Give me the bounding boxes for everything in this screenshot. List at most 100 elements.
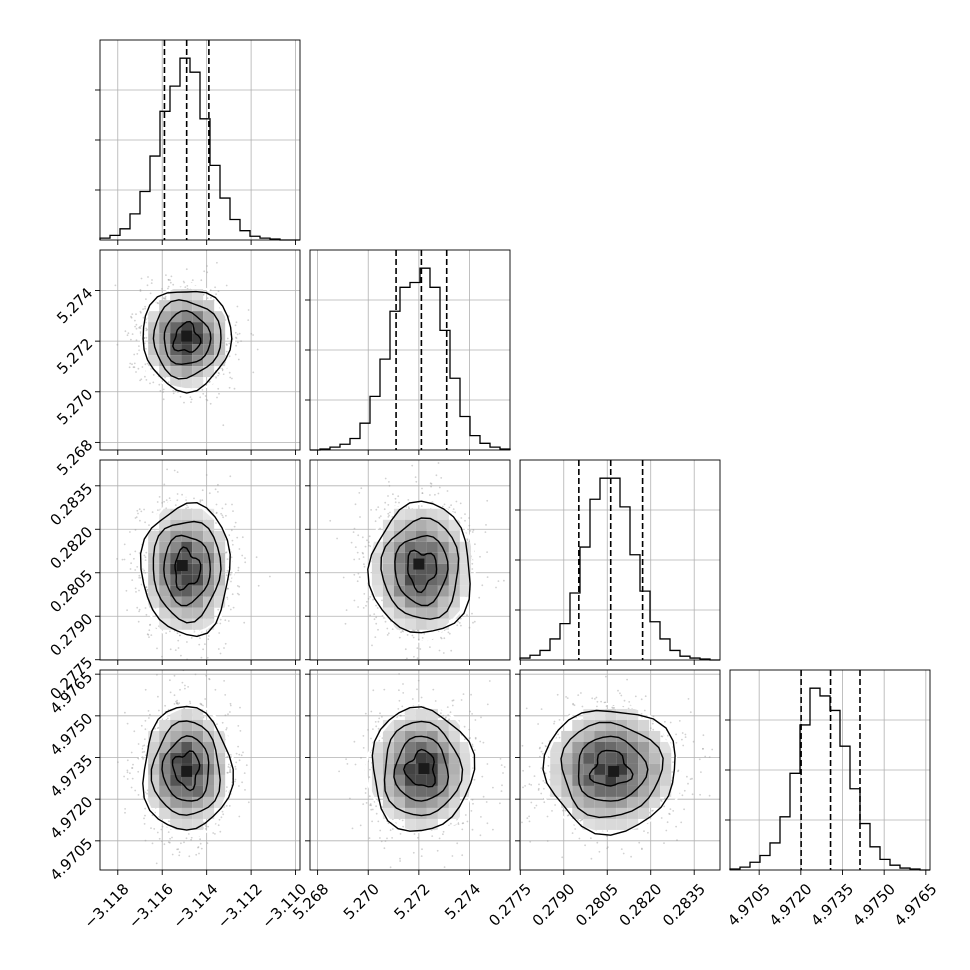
density-cell xyxy=(572,796,584,808)
density-cell xyxy=(605,818,617,830)
sample-point xyxy=(141,366,144,368)
density-cell xyxy=(203,519,215,531)
sample-point xyxy=(378,516,381,519)
peak-cell xyxy=(181,330,193,342)
sample-point xyxy=(384,501,387,504)
sample-point xyxy=(222,516,225,519)
sample-point xyxy=(450,649,453,652)
contour-line xyxy=(394,534,449,607)
histogram-step xyxy=(729,687,930,871)
density-cell xyxy=(159,785,171,797)
sample-point xyxy=(140,378,143,381)
sample-point xyxy=(357,606,359,608)
sample-point xyxy=(190,836,193,839)
density-cell xyxy=(192,563,204,575)
sample-point xyxy=(436,849,439,852)
density-cell xyxy=(181,774,193,786)
sample-point xyxy=(584,844,586,847)
sample-point xyxy=(486,703,489,706)
sample-point xyxy=(198,852,200,855)
density-cell xyxy=(561,730,573,742)
contour-line xyxy=(161,735,210,802)
sample-point xyxy=(353,573,356,576)
sample-point xyxy=(387,632,390,635)
sample-point xyxy=(142,316,145,319)
sample-point xyxy=(229,704,232,707)
density-cell xyxy=(572,785,584,797)
sample-point xyxy=(178,851,181,854)
sample-point xyxy=(143,508,146,511)
sample-point xyxy=(247,801,250,804)
density-cell xyxy=(426,719,438,731)
sample-point xyxy=(174,504,177,506)
density-cell xyxy=(415,508,427,520)
sample-point xyxy=(387,822,390,825)
density-cell xyxy=(605,785,617,797)
sample-point xyxy=(641,848,643,850)
density-cell xyxy=(192,322,204,334)
sample-point xyxy=(363,565,366,568)
density-cell xyxy=(404,618,416,630)
sample-point xyxy=(353,527,356,530)
sample-point xyxy=(460,517,463,519)
sample-point xyxy=(140,277,143,280)
sample-point xyxy=(237,745,240,748)
density-cell xyxy=(415,818,427,830)
sample-point xyxy=(142,757,145,760)
sample-point xyxy=(167,278,170,281)
sample-point xyxy=(180,654,182,657)
sample-point xyxy=(199,500,202,503)
sample-point xyxy=(250,332,253,335)
sample-point xyxy=(543,801,546,804)
sample-point xyxy=(522,786,524,789)
sample-point xyxy=(634,695,637,698)
sample-point xyxy=(220,512,223,515)
sample-point xyxy=(182,280,185,283)
sample-point xyxy=(464,814,467,816)
sample-point xyxy=(176,848,179,851)
sample-point xyxy=(329,519,332,522)
density-cell xyxy=(605,774,617,786)
sample-point xyxy=(376,607,379,609)
sample-point xyxy=(479,555,481,558)
density-cell xyxy=(437,730,449,742)
density-cell xyxy=(203,774,215,786)
density-cell xyxy=(203,541,215,553)
density-cell xyxy=(660,752,672,764)
sample-point xyxy=(138,345,140,347)
sample-point xyxy=(228,771,231,773)
density-cell xyxy=(561,796,573,808)
density-cell xyxy=(404,785,416,797)
sample-point xyxy=(207,638,210,641)
sample-point xyxy=(200,703,203,706)
sample-point xyxy=(461,854,464,857)
density-cell xyxy=(203,796,215,808)
density-cell xyxy=(660,763,672,775)
density-cell xyxy=(426,818,438,830)
density-cell xyxy=(148,763,160,775)
sample-point xyxy=(386,634,389,636)
density-cell xyxy=(415,574,427,586)
sample-point xyxy=(162,398,165,401)
sample-point xyxy=(140,325,143,327)
sample-point xyxy=(175,700,177,703)
sample-point xyxy=(148,629,151,632)
sample-point xyxy=(215,503,218,506)
density-cell xyxy=(159,366,171,378)
sample-point xyxy=(440,636,442,639)
sample-point xyxy=(378,739,381,742)
density-cell xyxy=(605,807,617,819)
density-cell xyxy=(170,311,182,323)
density-cell xyxy=(170,377,182,389)
sample-point xyxy=(134,517,137,519)
sample-point xyxy=(579,820,582,822)
sample-point xyxy=(374,636,377,638)
sample-point xyxy=(567,814,570,816)
sample-point xyxy=(184,687,186,690)
sample-point xyxy=(377,727,380,730)
sample-point xyxy=(481,775,484,778)
sample-point xyxy=(144,375,146,378)
x-tick-label: 4.9720 xyxy=(766,880,816,930)
contour-line xyxy=(577,735,649,802)
sample-point xyxy=(562,809,564,812)
